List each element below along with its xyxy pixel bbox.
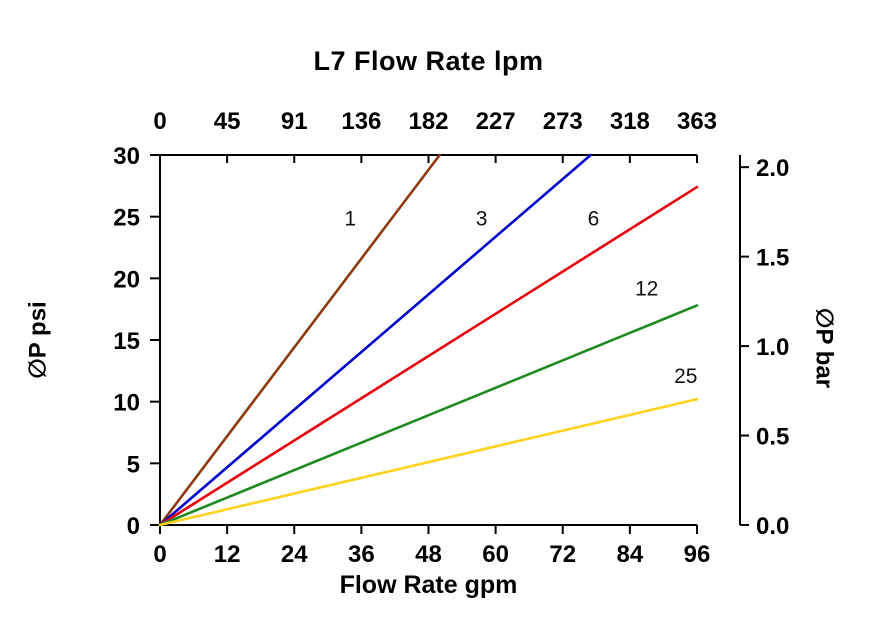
x-tick-label: 0 <box>153 541 166 568</box>
series-line-6 <box>158 185 699 527</box>
series-label-1: 1 <box>344 207 356 230</box>
y-tick-label: 5 <box>127 451 140 478</box>
series-line-25 <box>158 397 699 527</box>
x-axis-label: Flow Rate gpm <box>339 571 518 599</box>
series-label-6: 6 <box>588 207 600 230</box>
top-tick-label: 0 <box>153 108 166 135</box>
y-tick-label: 15 <box>113 328 140 355</box>
series-label-25: 25 <box>674 365 697 388</box>
x-tick-label: 36 <box>348 541 375 568</box>
x-tick-label: 72 <box>549 541 576 568</box>
top-tick-label: 136 <box>341 108 381 135</box>
top-tick-label: 227 <box>476 108 516 135</box>
x-tick-label: 84 <box>617 541 644 568</box>
bar-tick-label: 0.0 <box>756 513 789 540</box>
top-tick-label: 363 <box>677 108 717 135</box>
top-tick-label: 273 <box>543 108 583 135</box>
top-tick-label: 318 <box>610 108 650 135</box>
series-line-3 <box>158 153 593 527</box>
y-tick-label: 25 <box>113 205 140 232</box>
y-axis-label-bar: ∅P bar <box>810 307 838 389</box>
y-tick-label: 0 <box>127 513 140 540</box>
series-line-1 <box>158 153 441 527</box>
x-tick-label: 24 <box>281 541 308 568</box>
top-tick-label: 91 <box>281 108 308 135</box>
y-axis-label-psi: ∅P psi <box>24 301 52 379</box>
x-tick-label: 48 <box>415 541 442 568</box>
series-label-3: 3 <box>476 207 488 230</box>
top-tick-label: 45 <box>214 108 241 135</box>
x-tick-label: 12 <box>214 541 241 568</box>
top-tick-label: 182 <box>408 108 448 135</box>
y-tick-label: 10 <box>113 390 140 417</box>
bar-tick-label: 0.5 <box>756 424 789 451</box>
y-tick-label: 20 <box>113 266 140 293</box>
bar-tick-label: 1.0 <box>756 334 789 361</box>
chart-title: L7 Flow Rate lpm <box>313 46 544 76</box>
series-line-12 <box>158 304 699 527</box>
y-tick-label: 30 <box>113 143 140 170</box>
bar-tick-label: 2.0 <box>756 155 789 182</box>
bar-tick-label: 1.5 <box>756 245 789 272</box>
x-tick-label: 96 <box>684 541 711 568</box>
series-label-12: 12 <box>635 278 658 301</box>
x-tick-label: 60 <box>482 541 509 568</box>
